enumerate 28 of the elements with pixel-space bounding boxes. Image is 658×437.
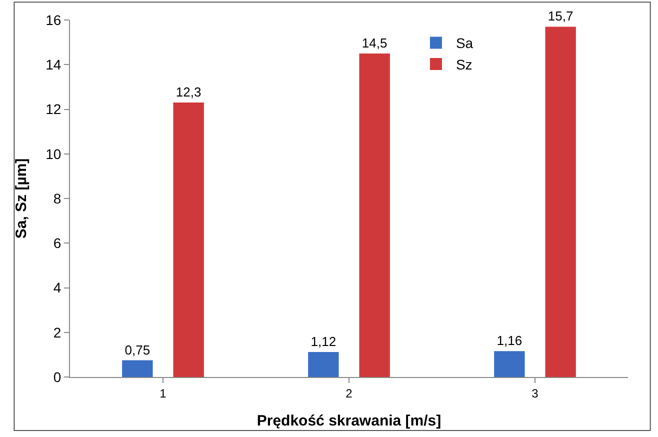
legend-label: Sz [456,56,472,72]
data-label: 14,5 [362,35,388,50]
y-tick-label: 14 [46,56,62,73]
bar [308,352,339,377]
legend-label: Sa [456,35,474,52]
x-tick-label: 1 [160,386,167,400]
y-tick-label: 10 [46,146,62,162]
x-axis-title: Prędkość skrawania [m/s] [256,412,442,430]
y-tick-label: 0 [53,368,62,385]
data-label: 15,7 [548,8,574,24]
x-tick-label: 2 [346,386,353,400]
bar [494,351,525,377]
y-tick-label: 2 [53,324,62,340]
bar [359,53,390,377]
x-tick-label: 3 [532,386,539,400]
bar [545,26,576,377]
data-label: 1,12 [310,334,336,350]
y-tick-label: 16 [46,12,62,28]
data-label: 12,3 [176,84,202,100]
y-tick-label: 6 [53,235,62,252]
data-label: 0,75 [124,342,150,358]
bar [122,360,153,377]
y-tick-label: 4 [53,280,62,296]
bar [173,102,204,377]
y-tick-label: 12 [46,101,62,118]
y-axis-title: Sa, Sz [µm] [12,158,30,239]
data-label: 1,16 [496,333,522,348]
y-tick-label: 8 [53,190,62,206]
